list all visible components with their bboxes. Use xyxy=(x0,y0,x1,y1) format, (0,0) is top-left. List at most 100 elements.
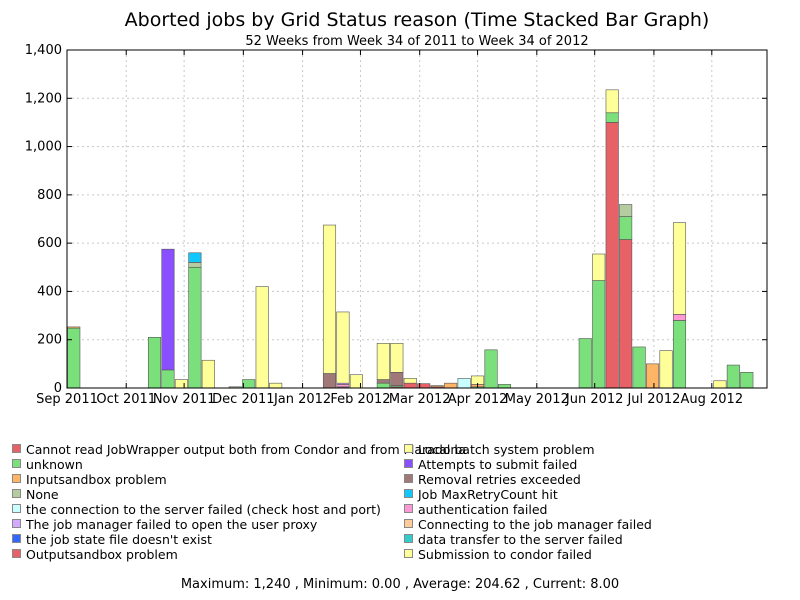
bar-segment xyxy=(672,222,687,315)
legend-swatch xyxy=(404,534,413,543)
x-tick-label: Nov 2011 xyxy=(153,392,216,407)
x-tick-label: Mar 2012 xyxy=(389,392,451,407)
bar-segment xyxy=(619,239,633,389)
bar-segment xyxy=(255,286,269,389)
bar-segment xyxy=(188,262,202,268)
bar-segment xyxy=(336,311,350,384)
bar-segment xyxy=(161,369,175,389)
legend-label: unknown xyxy=(26,457,83,472)
summary-footer: Maximum: 1,240 , Minimum: 0.00 , Average… xyxy=(180,577,620,592)
legend-label: The job manager failed to open the user … xyxy=(26,517,318,532)
bar-segment xyxy=(403,382,417,389)
bar-segment xyxy=(147,336,162,389)
bar-segment xyxy=(484,349,498,389)
y-tick-label: 600 xyxy=(37,236,62,251)
bar-segment xyxy=(201,359,215,389)
legend-swatch xyxy=(404,489,413,498)
bar-segment xyxy=(376,379,390,384)
legend-label: None xyxy=(26,487,59,502)
bar-segment xyxy=(430,385,444,388)
legend-label: Removal retries exceeded xyxy=(418,472,581,487)
legend-swatch xyxy=(12,474,21,483)
legend-swatch xyxy=(12,534,21,543)
y-tick-label: 200 xyxy=(37,333,62,348)
bar-segment xyxy=(726,364,740,389)
bar-segment xyxy=(672,314,687,321)
legend-label: data transfer to the server failed xyxy=(418,532,623,547)
bar-segment xyxy=(376,382,390,389)
bar-segment xyxy=(174,379,188,389)
bar-segment xyxy=(336,384,350,388)
y-tick-label: 1,400 xyxy=(25,43,62,58)
x-tick-label: Dec 2011 xyxy=(212,392,274,407)
y-tick-label: 800 xyxy=(37,188,62,203)
x-tick-label: Oct 2011 xyxy=(96,392,156,407)
y-tick-label: 1,200 xyxy=(25,91,62,106)
legend-label: Inputsandbox problem xyxy=(26,472,167,487)
y-tick-label: 1,000 xyxy=(25,140,62,155)
bar-segment xyxy=(444,382,458,389)
bar-segment xyxy=(619,204,633,217)
legend-label: Outputsandbox problem xyxy=(26,547,178,562)
bar-segment xyxy=(188,266,202,389)
bar-segment xyxy=(605,112,619,123)
x-tick-label: Jul 2012 xyxy=(626,392,680,407)
bar-segment xyxy=(659,350,673,389)
x-tick-label: Jun 2012 xyxy=(565,392,624,407)
legend-label: Attempts to submit failed xyxy=(418,457,578,472)
bar-segment xyxy=(242,379,256,389)
legend-label: Job MaxRetryCount hit xyxy=(418,487,558,502)
legend-swatch xyxy=(12,549,21,558)
bar-segment xyxy=(672,320,687,389)
bar-segment xyxy=(713,380,727,389)
x-tick-label: Apr 2012 xyxy=(448,392,508,407)
bar-segment xyxy=(592,280,606,389)
x-tick-label: Jan 2012 xyxy=(273,392,331,407)
legend-swatch xyxy=(404,504,413,513)
legend-swatch xyxy=(12,459,21,468)
legend-swatch xyxy=(404,474,413,483)
bar-segment xyxy=(605,89,619,114)
legend-label: Local batch system problem xyxy=(418,442,595,457)
legend-swatch xyxy=(404,519,413,528)
bars xyxy=(67,89,754,389)
chart-area: 0 200 400 600 800 1,000 1,200 1,400 Sep 2011Oct… xyxy=(25,43,768,407)
legend-label: the connection to the server failed (che… xyxy=(26,502,381,517)
bar-segment xyxy=(592,253,606,281)
bar-segment xyxy=(161,248,175,371)
y-tick-label: 0 xyxy=(54,381,62,396)
legend-label: Connecting to the job manager failed xyxy=(418,517,652,532)
y-tick-label: 400 xyxy=(37,284,62,299)
y-axis: 0 200 400 600 800 1,000 1,200 1,400 xyxy=(25,43,767,396)
bar-segment xyxy=(269,382,283,389)
bar-segment xyxy=(376,343,390,380)
bar-segment xyxy=(578,338,592,389)
legend-label: the job state file doesn't exist xyxy=(26,532,212,547)
chart-subtitle: 52 Weeks from Week 34 of 2011 to Week 34… xyxy=(245,34,589,49)
x-tick-label: Sep 2011 xyxy=(36,392,98,407)
bar-segment xyxy=(188,252,202,263)
legend-label: Cannot read JobWrapper output both from … xyxy=(26,442,467,457)
bar-segment xyxy=(322,224,337,374)
bar-segment xyxy=(457,378,471,389)
bar-segment xyxy=(322,373,337,389)
bar-segment xyxy=(67,327,81,389)
bar-segment xyxy=(390,372,404,386)
legend-swatch xyxy=(12,519,21,528)
bar-segment xyxy=(740,372,754,389)
legend-label: Submission to condor failed xyxy=(418,547,592,562)
legend-swatch xyxy=(12,504,21,513)
bar-segment xyxy=(67,326,81,329)
legend-label: authentication failed xyxy=(418,502,548,517)
chart-title: Aborted jobs by Grid Status reason (Time… xyxy=(124,9,710,31)
bar-segment xyxy=(619,216,633,240)
legend-swatch xyxy=(12,444,21,453)
bar-segment xyxy=(605,122,619,389)
legend-swatch xyxy=(404,444,413,453)
bar-segment xyxy=(646,363,660,389)
bar-segment xyxy=(497,384,512,389)
plot-frame xyxy=(66,49,768,389)
x-tick-label: Aug 2012 xyxy=(681,392,744,407)
legend-swatch xyxy=(12,489,21,498)
